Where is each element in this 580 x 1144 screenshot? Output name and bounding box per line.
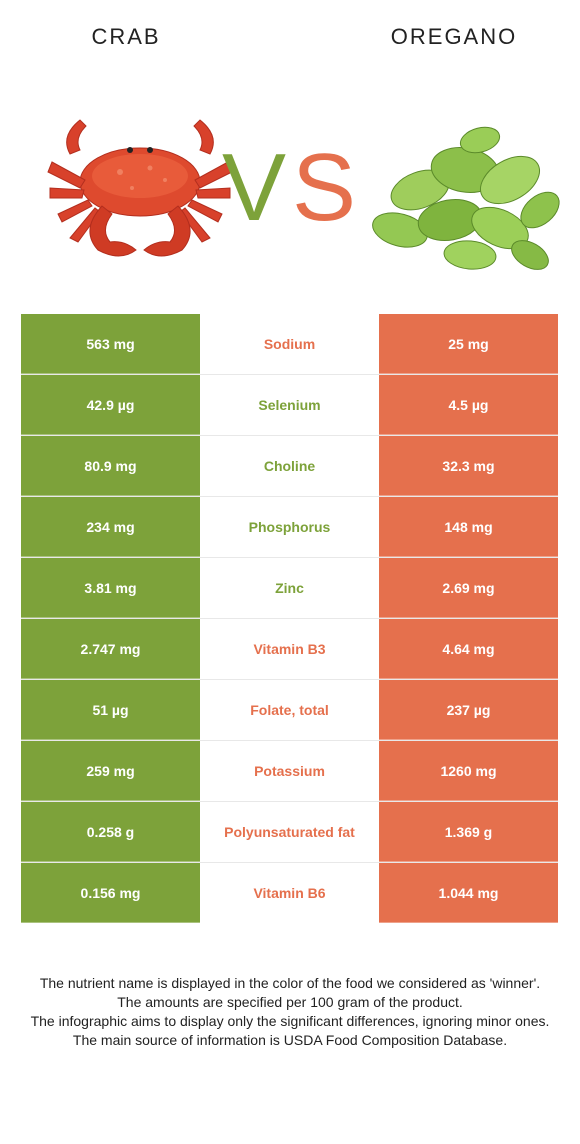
oregano-value: 2.69 mg	[379, 558, 558, 618]
oregano-value: 4.5 µg	[379, 375, 558, 435]
oregano-value: 1.044 mg	[379, 863, 558, 923]
oregano-value: 1.369 g	[379, 802, 558, 862]
crab-value: 0.156 mg	[21, 863, 200, 923]
nutrient-name: Vitamin B6	[200, 863, 379, 923]
crab-image	[47, 119, 233, 257]
nutrient-name: Sodium	[200, 314, 379, 374]
nutrient-name: Choline	[200, 436, 379, 496]
vs-v: V	[222, 140, 286, 230]
nutrient-name: Vitamin B3	[200, 619, 379, 679]
nutrient-name: Polyunsaturated fat	[200, 802, 379, 862]
table-row: 80.9 mg Choline 32.3 mg	[21, 436, 558, 497]
nutrient-name: Phosphorus	[200, 497, 379, 557]
crab-value: 42.9 µg	[21, 375, 200, 435]
crab-value: 0.258 g	[21, 802, 200, 862]
nutrient-name: Zinc	[200, 558, 379, 618]
nutrient-table: 563 mg Sodium 25 mg 42.9 µg Selenium 4.5 µg 80…	[21, 314, 558, 923]
vs-logo: V S	[222, 140, 352, 230]
oregano-image	[372, 126, 560, 270]
table-row: 563 mg Sodium 25 mg	[21, 314, 558, 375]
crab-value: 80.9 mg	[21, 436, 200, 496]
footer-line-1: The nutrient name is displayed in the co…	[39, 975, 541, 991]
crab-value: 234 mg	[21, 497, 200, 557]
footer-notes: The nutrient name is displayed in the co…	[20, 974, 560, 1050]
table-row: 42.9 µg Selenium 4.5 µg	[21, 375, 558, 436]
oregano-value: 25 mg	[379, 314, 558, 374]
table-row: 234 mg Phosphorus 148 mg	[21, 497, 558, 558]
table-row: 0.156 mg Vitamin B6 1.044 mg	[21, 863, 558, 923]
oregano-value: 32.3 mg	[379, 436, 558, 496]
crab-value: 259 mg	[21, 741, 200, 801]
oregano-value: 1260 mg	[379, 741, 558, 801]
nutrient-name: Potassium	[200, 741, 379, 801]
oregano-value: 237 µg	[379, 680, 558, 740]
nutrient-name: Folate, total	[200, 680, 379, 740]
crab-value: 51 µg	[21, 680, 200, 740]
oregano-value: 148 mg	[379, 497, 558, 557]
table-row: 3.81 mg Zinc 2.69 mg	[21, 558, 558, 619]
crab-value: 2.747 mg	[21, 619, 200, 679]
footer-line-2: The amounts are specified per 100 gram o…	[117, 994, 463, 1010]
table-row: 51 µg Folate, total 237 µg	[21, 680, 558, 741]
table-row: 0.258 g Polyunsaturated fat 1.369 g	[21, 802, 558, 863]
vs-s: S	[292, 140, 352, 230]
oregano-title: OREGANO	[390, 24, 518, 49]
crab-title: CRAB	[91, 24, 161, 49]
oregano-value: 4.64 mg	[379, 619, 558, 679]
table-row: 2.747 mg Vitamin B3 4.64 mg	[21, 619, 558, 680]
crab-value: 3.81 mg	[21, 558, 200, 618]
footer-line-3: The infographic aims to display only the…	[30, 1013, 550, 1029]
footer-line-4: The main source of information is USDA F…	[72, 1032, 508, 1048]
crab-value: 563 mg	[21, 314, 200, 374]
nutrient-name: Selenium	[200, 375, 379, 435]
table-row: 259 mg Potassium 1260 mg	[21, 741, 558, 802]
